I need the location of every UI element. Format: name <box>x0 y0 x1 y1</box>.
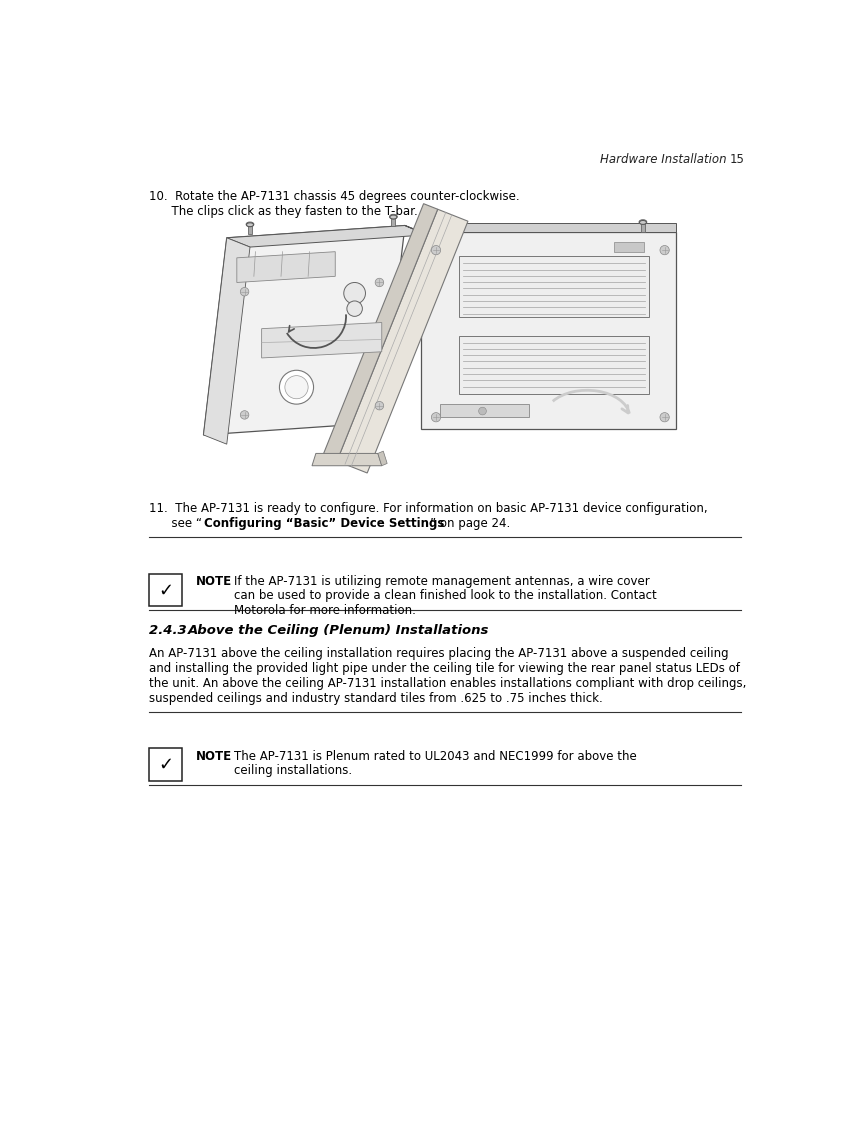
Text: 10.  Rotate the AP-7131 chassis 45 degrees counter-clockwise.: 10. Rotate the AP-7131 chassis 45 degree… <box>149 190 519 203</box>
Text: Hardware Installation: Hardware Installation <box>599 153 726 166</box>
Text: 2.4.3: 2.4.3 <box>149 624 200 637</box>
Text: ceiling installations.: ceiling installations. <box>234 764 352 778</box>
Text: 15: 15 <box>728 153 744 166</box>
Text: Motorola for more information.: Motorola for more information. <box>234 604 416 617</box>
Polygon shape <box>227 226 428 247</box>
Polygon shape <box>440 404 528 417</box>
Bar <box>391 217 394 227</box>
Circle shape <box>375 278 383 287</box>
Circle shape <box>659 413 669 422</box>
Circle shape <box>279 370 314 404</box>
Bar <box>248 224 251 234</box>
Circle shape <box>431 246 440 255</box>
Circle shape <box>240 411 249 420</box>
Text: the unit. An above the ceiling AP-7131 installation enables installations compli: the unit. An above the ceiling AP-7131 i… <box>149 677 746 690</box>
Circle shape <box>375 402 383 410</box>
Bar <box>458 256 648 318</box>
Text: see “: see “ <box>149 517 202 531</box>
Circle shape <box>285 376 308 398</box>
Text: ” on page 24.: ” on page 24. <box>429 517 509 531</box>
Circle shape <box>240 287 249 296</box>
Bar <box>458 337 648 394</box>
Text: can be used to provide a clean finished look to the installation. Contact: can be used to provide a clean finished … <box>234 589 657 603</box>
Text: Configuring “Basic” Device Settings: Configuring “Basic” Device Settings <box>204 517 443 531</box>
Circle shape <box>659 246 669 255</box>
Polygon shape <box>337 209 468 473</box>
Polygon shape <box>262 322 382 358</box>
Polygon shape <box>377 451 387 466</box>
Bar <box>613 242 643 251</box>
Text: ✓: ✓ <box>158 756 173 774</box>
Polygon shape <box>237 251 335 283</box>
Polygon shape <box>204 238 250 444</box>
Ellipse shape <box>389 214 397 219</box>
Circle shape <box>478 407 486 415</box>
Polygon shape <box>312 453 382 466</box>
Text: suspended ceilings and industry standard tiles from .625 to .75 inches thick.: suspended ceilings and industry standard… <box>149 692 602 705</box>
Text: NOTE: NOTE <box>195 749 232 763</box>
Text: Above the Ceiling (Plenum) Installations: Above the Ceiling (Plenum) Installations <box>187 624 489 637</box>
Text: and installing the provided light pipe under the ceiling tile for viewing the re: and installing the provided light pipe u… <box>149 662 740 674</box>
Bar <box>149 573 181 606</box>
Polygon shape <box>420 232 676 429</box>
Ellipse shape <box>639 221 646 224</box>
Bar <box>149 748 181 781</box>
Bar <box>640 222 644 231</box>
Polygon shape <box>204 226 405 435</box>
Text: An AP-7131 above the ceiling installation requires placing the AP-7131 above a s: An AP-7131 above the ceiling installatio… <box>149 646 728 660</box>
Ellipse shape <box>389 215 396 219</box>
Polygon shape <box>322 204 437 461</box>
Text: ✓: ✓ <box>158 581 173 599</box>
Circle shape <box>343 283 365 304</box>
Text: The AP-7131 is Plenum rated to UL2043 and NEC1999 for above the: The AP-7131 is Plenum rated to UL2043 an… <box>234 749 636 763</box>
Text: If the AP-7131 is utilizing remote management antennas, a wire cover: If the AP-7131 is utilizing remote manag… <box>234 576 649 588</box>
Circle shape <box>431 413 440 422</box>
Polygon shape <box>405 223 428 234</box>
Text: 11.  The AP-7131 is ready to configure. For information on basic AP-7131 device : 11. The AP-7131 is ready to configure. F… <box>149 502 707 515</box>
Text: NOTE: NOTE <box>195 576 232 588</box>
Circle shape <box>347 301 362 316</box>
Text: The clips click as they fasten to the T-bar.: The clips click as they fasten to the T-… <box>149 205 417 219</box>
Ellipse shape <box>246 222 254 227</box>
Polygon shape <box>420 223 676 232</box>
Ellipse shape <box>246 223 253 227</box>
Ellipse shape <box>638 220 646 224</box>
